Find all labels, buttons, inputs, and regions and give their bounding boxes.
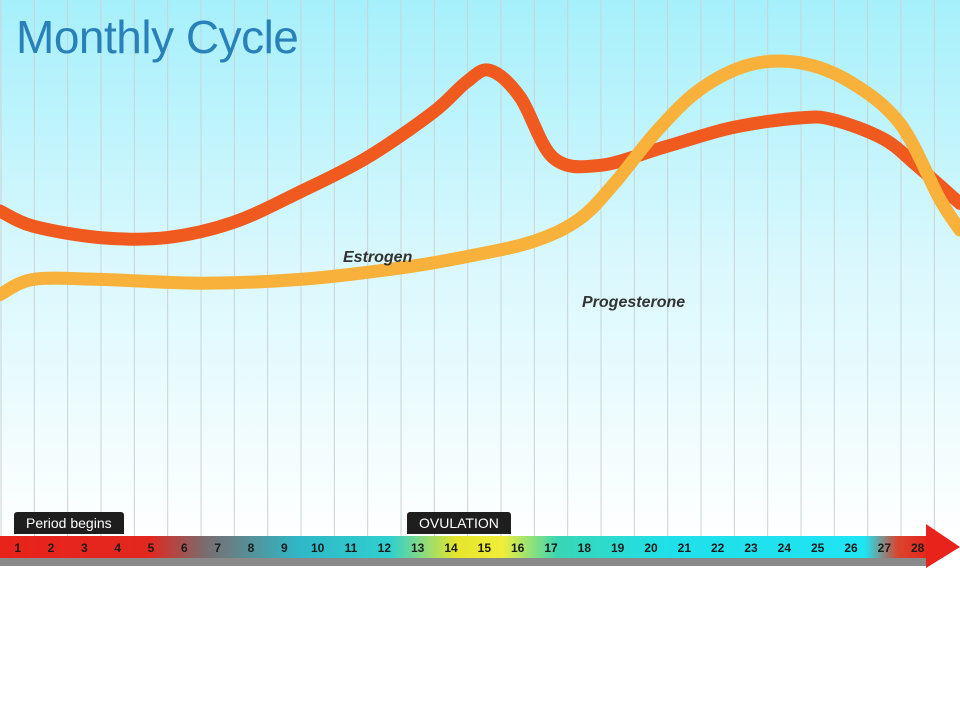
axis-shadow	[0, 558, 930, 566]
estrogen-label: Estrogen	[343, 249, 413, 266]
estrogen-line	[0, 63, 960, 246]
x-tick-label: 25	[811, 541, 825, 555]
x-tick-label: 6	[181, 541, 188, 555]
x-tick-label: 16	[511, 541, 525, 555]
x-tick-label: 2	[48, 541, 55, 555]
x-tick-label: 12	[378, 541, 392, 555]
x-tick-label: 15	[478, 541, 492, 555]
x-tick-label: 18	[578, 541, 592, 555]
day-axis: 1 2 3 4 5 6 7 8 9 10 11 12 13 14 15 16 17 18 19 20 21 22 23 24 2…	[0, 524, 960, 568]
progesterone-label: Progesterone	[582, 294, 686, 311]
x-tick-label: 24	[778, 541, 792, 555]
x-tick-label: 26	[844, 541, 858, 555]
x-tick-label: 8	[248, 541, 255, 555]
x-tick-label: 3	[81, 541, 88, 555]
x-tick-label: 9	[281, 541, 288, 555]
x-tick-label: 21	[678, 541, 692, 555]
axis-arrow	[926, 524, 960, 568]
axis-band	[0, 536, 930, 558]
progesterone-line	[0, 54, 960, 302]
x-tick-label: 4	[114, 541, 121, 555]
grid-lines	[0, 0, 935, 536]
x-tick-label: 20	[644, 541, 658, 555]
x-tick-label: 27	[878, 541, 892, 555]
x-tick-label: 1	[14, 541, 21, 555]
chart-title: Monthly Cycle	[16, 11, 299, 63]
x-tick-label: 11	[345, 541, 358, 555]
chart-svg: 1 2 3 4 5 6 7 8 9 10 11 12 13 14 15 16 17 18 19 20 21 22 23 24 2…	[0, 0, 960, 568]
x-tick-label: 22	[711, 541, 725, 555]
x-tick-label: 17	[544, 541, 558, 555]
chart-area: 1 2 3 4 5 6 7 8 9 10 11 12 13 14 15 16 17 18 19 20 21 22 23 24 2…	[0, 0, 960, 568]
period-begins-marker: Period begins	[14, 512, 124, 534]
x-tick-label: 10	[311, 541, 325, 555]
series-layer	[0, 54, 960, 302]
x-tick-label: 28	[911, 541, 925, 555]
ovulation-marker: OVULATION	[407, 512, 511, 534]
x-tick-label: 5	[148, 541, 155, 555]
x-tick-label: 14	[444, 541, 458, 555]
x-tick-label: 23	[744, 541, 758, 555]
x-tick-label: 13	[411, 541, 425, 555]
x-tick-label: 7	[214, 541, 221, 555]
x-tick-label: 19	[611, 541, 625, 555]
